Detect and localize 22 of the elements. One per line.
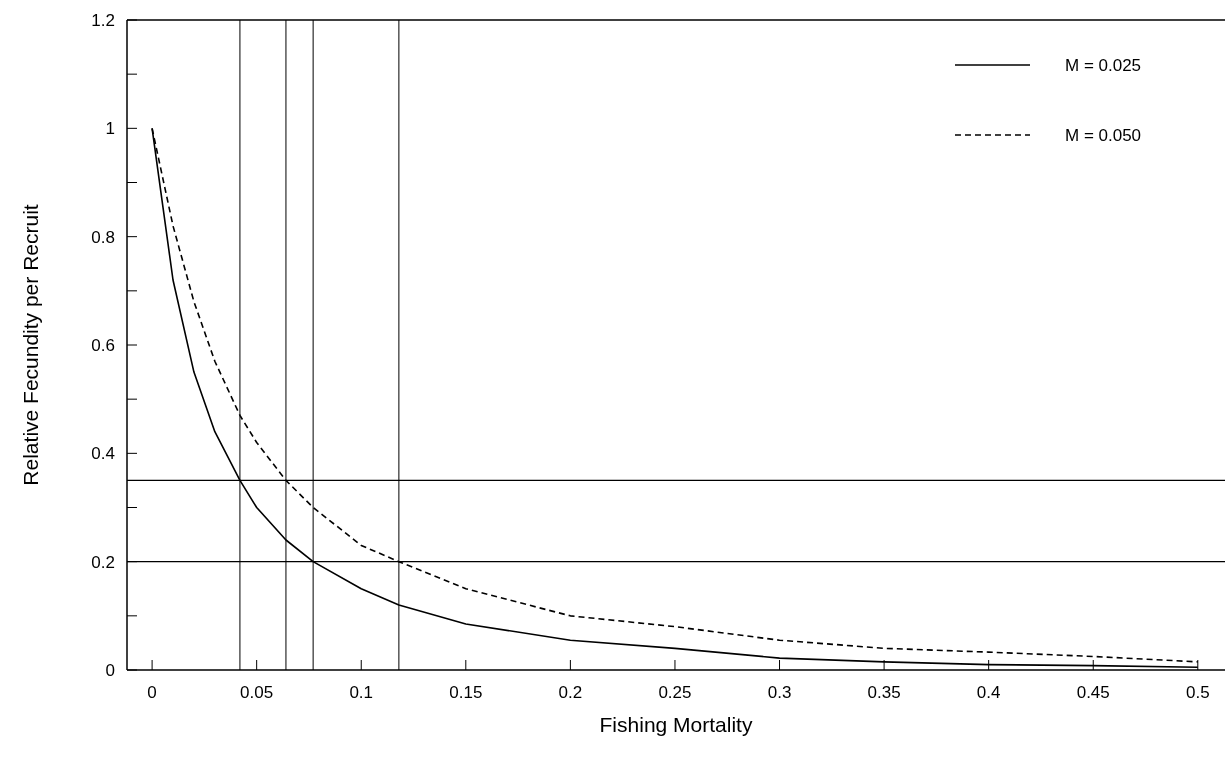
legend-label: M = 0.025	[1065, 55, 1142, 75]
y-axis-title: Relative Fecundity per Recruit	[19, 204, 42, 486]
y-tick-label: 1	[105, 119, 115, 139]
x-tick-label: 0.05	[240, 683, 274, 702]
y-tick-label: 0	[105, 660, 115, 680]
y-tick-label: 0.6	[91, 335, 115, 355]
x-tick-label: 0.15	[449, 683, 483, 702]
y-tick-label: 0.8	[91, 227, 115, 247]
y-tick-label: 0.2	[91, 552, 115, 572]
x-axis-title: Fishing Mortality	[599, 713, 753, 736]
x-tick-label: 0.4	[976, 683, 1001, 702]
x-tick-label: 0.1	[349, 683, 374, 702]
x-tick-label: 0.35	[867, 683, 901, 702]
x-tick-label: 0.25	[658, 683, 692, 702]
x-tick-label: 0.3	[767, 683, 792, 702]
legend-label: M = 0.050	[1065, 125, 1142, 145]
x-tick-label: 0.45	[1076, 683, 1110, 702]
y-tick-label: 1.2	[91, 10, 115, 30]
y-tick-label: 0.4	[91, 444, 115, 464]
x-tick-label: 0.2	[558, 683, 583, 702]
x-tick-label: 0.5	[1185, 683, 1210, 702]
x-tick-label: 0	[147, 683, 157, 702]
